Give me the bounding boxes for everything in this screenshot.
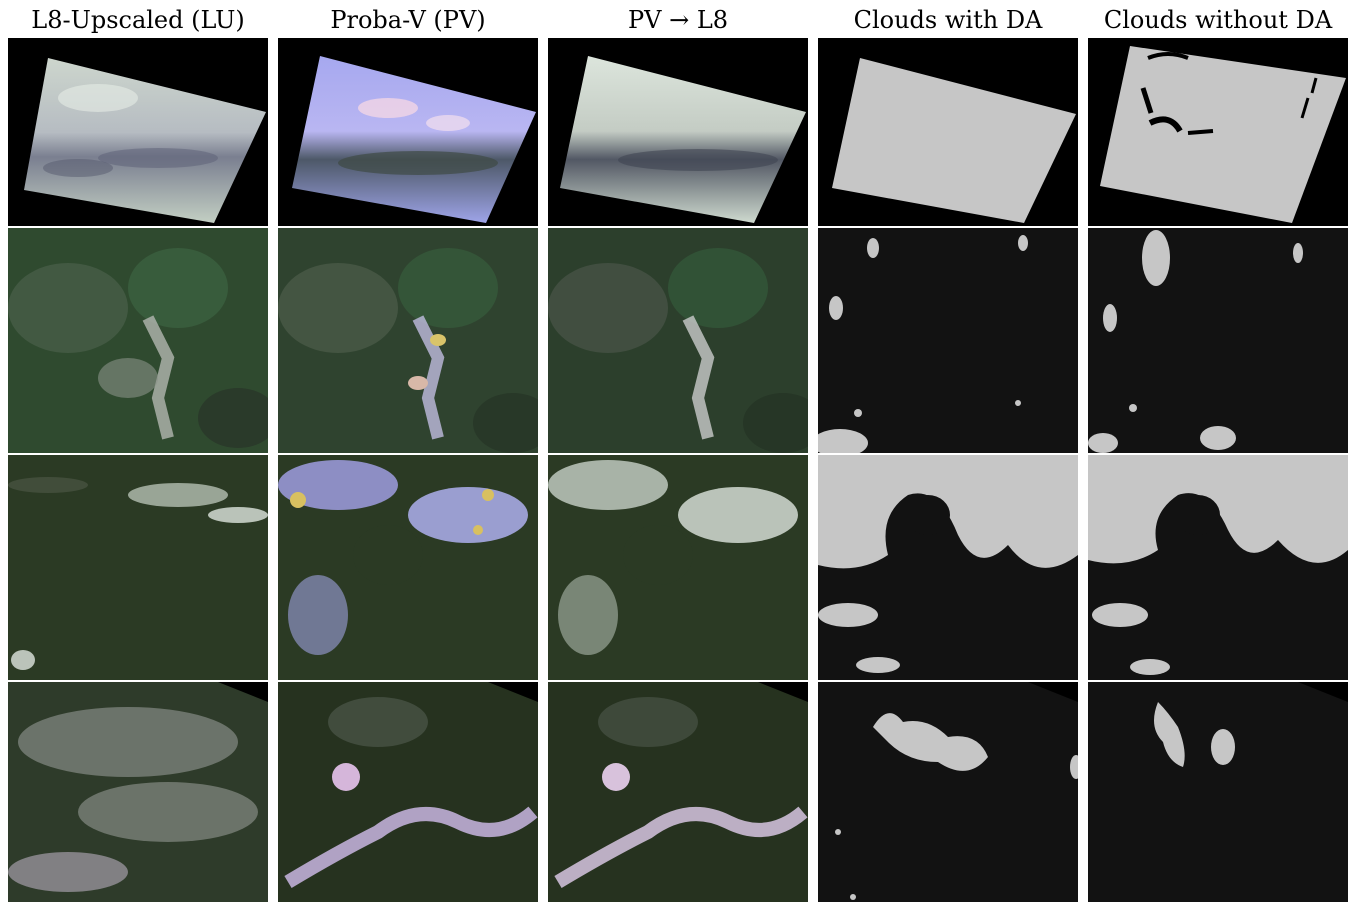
cloud-mask-r1-with-da [818,38,1078,226]
cloud-mask-r2-with-da [818,228,1078,453]
cloud-mask-r2-without-da [1088,228,1348,453]
image-tile-r1-lu [8,38,268,226]
cloud-mask-r3-without-da [1088,455,1348,680]
column-title-clouds-without-da: Clouds without DA [1103,6,1333,34]
image-tile-r3-pv [278,455,538,680]
cloud-mask-r3-with-da [818,455,1078,680]
cloud-mask-r4-without-da [1088,682,1348,902]
image-tile-r3-pv-to-l8 [548,455,808,680]
column-title-pv-to-l8: PV → L8 [627,6,729,34]
image-tile-r4-pv [278,682,538,902]
column-title-pv: Proba-V (PV) [330,6,486,34]
cloud-mask-r1-without-da [1088,38,1348,226]
image-tile-r2-lu [8,228,268,453]
column-title-clouds-with-da: Clouds with DA [853,6,1043,34]
column-title-lu: L8-Upscaled (LU) [31,6,245,34]
image-tile-r2-pv-to-l8 [548,228,808,453]
image-tile-r3-lu [8,455,268,680]
image-tile-r2-pv [278,228,538,453]
image-tile-r1-pv [278,38,538,226]
image-tile-r1-pv-to-l8 [548,38,808,226]
image-tile-r4-lu [8,682,268,902]
image-tile-r4-pv-to-l8 [548,682,808,902]
cloud-mask-r4-with-da [818,682,1078,902]
